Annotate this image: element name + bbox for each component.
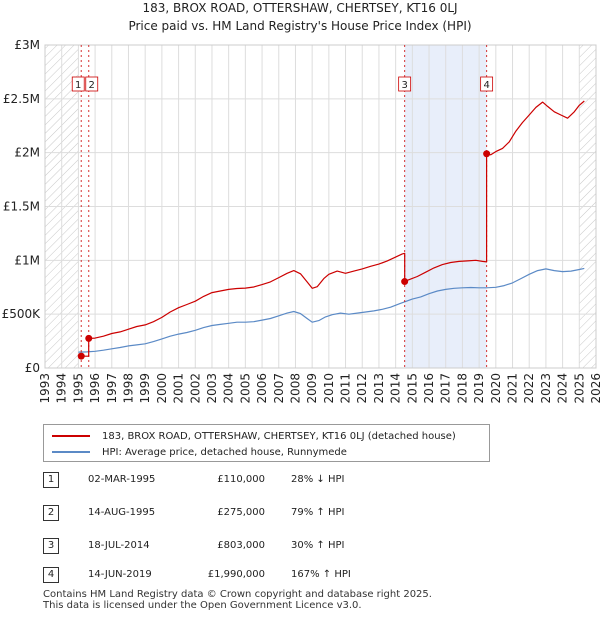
- y-tick-label: £1.5M: [3, 200, 40, 214]
- sale-point: [483, 150, 491, 158]
- footer-license: This data is licensed under the Open Gov…: [43, 600, 362, 611]
- sale-hpi-change: 167% ↑ HPI: [291, 569, 351, 580]
- sale-marker-label: 3: [401, 80, 407, 91]
- sale-point: [401, 278, 409, 286]
- sale-marker-label: 2: [89, 80, 95, 91]
- x-tick-label: 2017: [439, 373, 453, 404]
- x-tick-label: 2020: [489, 373, 503, 404]
- x-tick-label: 1995: [71, 373, 85, 404]
- sale-number-badge: 4: [43, 567, 59, 583]
- sale-number-badge: 3: [43, 538, 59, 554]
- x-tick-label: 1999: [138, 373, 152, 404]
- sale-number-badge: 2: [43, 505, 59, 521]
- legend-item-property: 183, BROX ROAD, OTTERSHAW, CHERTSEY, KT1…: [52, 428, 456, 444]
- x-tick-label: 2011: [339, 373, 353, 404]
- legend-item-hpi: HPI: Average price, detached house, Runn…: [52, 444, 347, 460]
- x-tick-label: 1996: [88, 373, 102, 404]
- sale-hpi-change: 28% ↓ HPI: [291, 474, 345, 485]
- legend-label-property: 183, BROX ROAD, OTTERSHAW, CHERTSEY, KT1…: [102, 430, 456, 442]
- x-tick-label: 2012: [355, 373, 369, 404]
- sale-date: 14-AUG-1995: [88, 507, 156, 518]
- footer: Contains HM Land Registry data © Crown c…: [43, 589, 432, 611]
- sale-marker-box: [398, 76, 412, 92]
- hpi-line: [78, 267, 585, 353]
- x-tick-label: 2013: [372, 373, 386, 404]
- chart-subtitle: Price paid vs. HM Land Registry's House …: [128, 19, 471, 33]
- sale-price: £803,000: [217, 540, 265, 551]
- x-tick-label: 2002: [188, 373, 202, 404]
- property-price-line: [81, 100, 585, 357]
- sale-marker-box: [71, 76, 85, 92]
- x-tick-label: 2024: [556, 373, 570, 404]
- x-tick-label: 1997: [105, 373, 119, 404]
- y-tick-label: £3M: [14, 38, 40, 52]
- legend-label-hpi: HPI: Average price, detached house, Runn…: [102, 446, 347, 458]
- x-tick-label: 2022: [522, 373, 536, 404]
- x-tick-label: 2001: [172, 373, 186, 404]
- sale-row: 1 02-MAR-1995 £110,000 28% ↓ HPI: [43, 472, 463, 490]
- sale-price: £1,990,000: [207, 569, 265, 580]
- x-tick-label: 1994: [55, 373, 69, 404]
- x-tick-label: 2005: [238, 373, 252, 404]
- x-tick-label: 2015: [405, 373, 419, 404]
- sale-hpi-change: 79% ↑ HPI: [291, 507, 345, 518]
- legend-swatch-property: [52, 435, 90, 437]
- x-tick-label: 2003: [205, 373, 219, 404]
- sale-point: [85, 334, 93, 342]
- y-tick-label: £1M: [14, 253, 40, 267]
- x-tick-label: 2009: [305, 373, 319, 404]
- x-tick-label: 2016: [422, 373, 436, 404]
- y-tick-label: £2.5M: [3, 92, 40, 106]
- x-tick-label: 1993: [38, 373, 52, 404]
- x-tick-label: 2025: [572, 373, 586, 404]
- sale-marker-box: [85, 76, 99, 92]
- x-tick-label: 2004: [222, 373, 236, 404]
- sale-price: £275,000: [217, 507, 265, 518]
- x-tick-label: 2007: [272, 373, 286, 404]
- sale-row: 4 14-JUN-2019 £1,990,000 167% ↑ HPI: [43, 567, 463, 585]
- sale-marker-label: 1: [75, 80, 81, 91]
- x-tick-label: 2018: [455, 373, 469, 404]
- sale-date: 18-JUL-2014: [88, 540, 150, 551]
- sale-date: 02-MAR-1995: [88, 474, 156, 485]
- x-tick-label: 2006: [255, 373, 269, 404]
- sale-hpi-change: 30% ↑ HPI: [291, 540, 345, 551]
- x-tick-label: 2026: [589, 373, 600, 404]
- footer-copyright: Contains HM Land Registry data © Crown c…: [43, 589, 432, 600]
- sale-number-badge: 1: [43, 472, 59, 488]
- sale-marker-label: 4: [483, 80, 489, 91]
- legend: 183, BROX ROAD, OTTERSHAW, CHERTSEY, KT1…: [43, 424, 490, 462]
- sale-row: 2 14-AUG-1995 £275,000 79% ↑ HPI: [43, 505, 463, 523]
- y-tick-label: £500K: [2, 307, 42, 321]
- x-tick-label: 2000: [155, 373, 169, 404]
- sale-point: [77, 352, 85, 360]
- x-tick-label: 2023: [539, 373, 553, 404]
- legend-swatch-hpi: [52, 451, 90, 453]
- plot-frame: [44, 44, 597, 369]
- sale-date: 14-JUN-2019: [88, 569, 152, 580]
- sale-row: 3 18-JUL-2014 £803,000 30% ↑ HPI: [43, 538, 463, 556]
- x-tick-label: 2021: [506, 373, 520, 404]
- x-tick-label: 1998: [121, 373, 135, 404]
- x-tick-label: 2008: [288, 373, 302, 404]
- x-tick-label: 2010: [322, 373, 336, 404]
- chart-title: 183, BROX ROAD, OTTERSHAW, CHERTSEY, KT1…: [142, 1, 457, 15]
- price-chart: 183, BROX ROAD, OTTERSHAW, CHERTSEY, KT1…: [2, 1, 600, 404]
- y-tick-label: £0: [25, 361, 40, 375]
- sale-marker-box: [480, 76, 494, 92]
- sale-price: £110,000: [217, 474, 265, 485]
- x-tick-label: 2019: [472, 373, 486, 404]
- x-tick-label: 2014: [389, 373, 403, 404]
- y-tick-label: £2M: [14, 146, 40, 160]
